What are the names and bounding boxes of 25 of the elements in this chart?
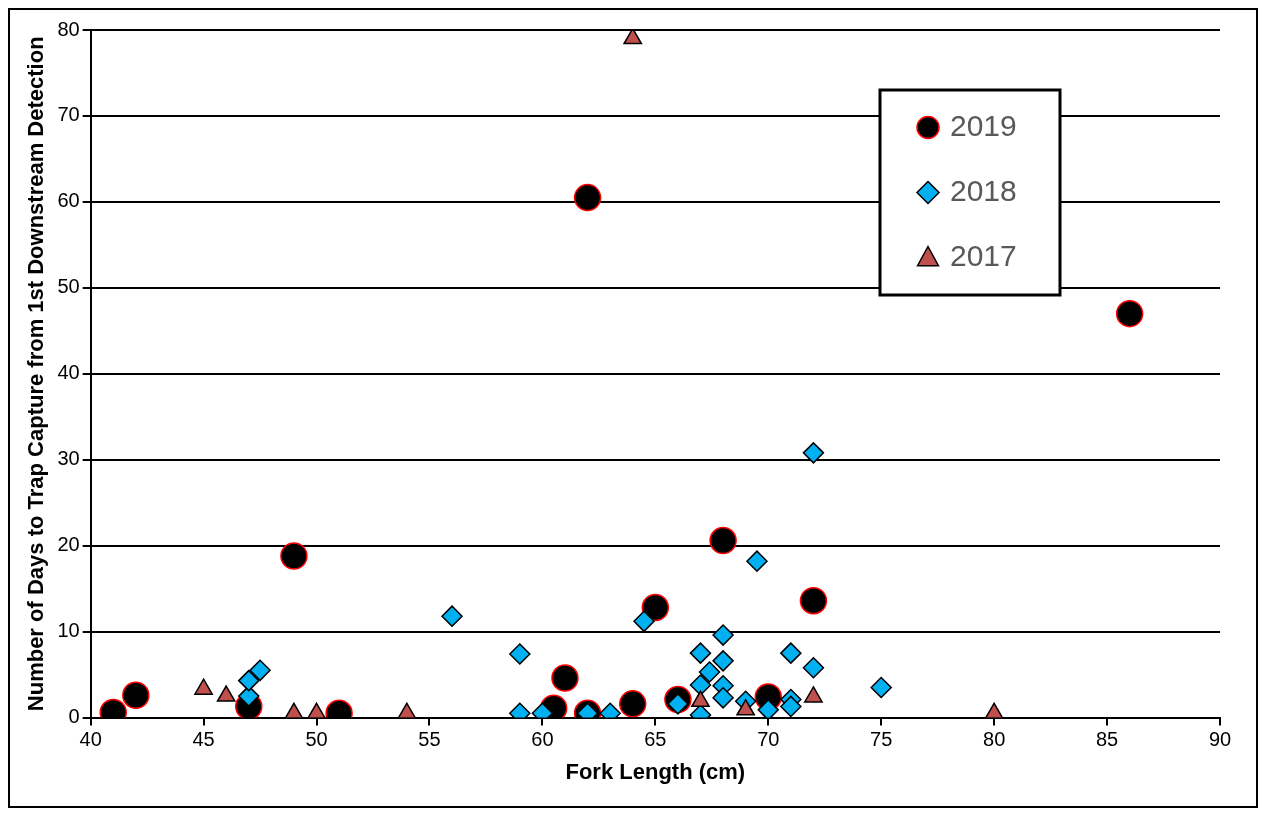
y-tick-label: 0 (68, 705, 80, 728)
y-axis-title: Number of Days to Trap Capture from 1st Downstream Detection (23, 36, 49, 712)
y-tick-label: 20 (57, 533, 80, 556)
y-tick-label: 70 (57, 103, 80, 126)
x-tick-label: 80 (983, 728, 1006, 751)
legend-label: 2017 (950, 238, 1017, 272)
x-axis-title: Fork Length (cm) (565, 758, 746, 784)
x-tick-label: 75 (870, 728, 893, 751)
y-tick-label: 30 (57, 447, 80, 470)
y-tick-label: 60 (57, 189, 80, 212)
legend-label: 2019 (950, 108, 1017, 142)
x-tick-label: 90 (1208, 728, 1232, 751)
x-tick-label: 40 (79, 728, 102, 751)
x-tick-label: 45 (192, 728, 215, 751)
legend-label: 2018 (950, 173, 1017, 207)
x-tick-label: 65 (644, 728, 667, 751)
x-tick-label: 50 (305, 728, 328, 751)
y-tick-label: 80 (57, 17, 80, 40)
x-tick-label: 55 (418, 728, 441, 751)
y-tick-label: 50 (57, 275, 80, 298)
x-tick-label: 60 (531, 728, 554, 751)
y-tick-label: 40 (57, 361, 80, 384)
x-tick-label: 70 (757, 728, 780, 751)
x-tick-label: 85 (1095, 728, 1119, 751)
y-tick-label: 10 (57, 619, 80, 642)
